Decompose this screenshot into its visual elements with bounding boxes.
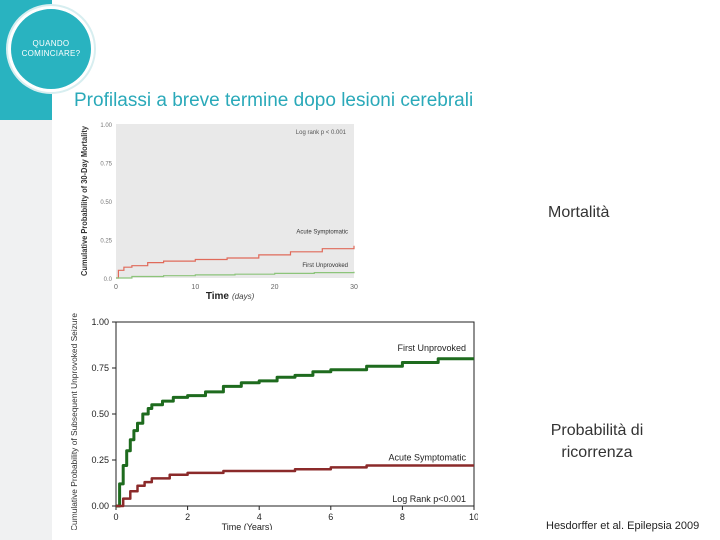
recurrence-chart: 0.00 0.25 0.50 0.75 1.00 0 2 4 6 8 10 Cumulative Pr… (66, 306, 479, 532)
series-label: First Unprovoked (302, 263, 348, 269)
series-line-acute-symptomatic (116, 464, 474, 508)
mortality-chart-svg: 0.0 0.25 0.50 0.75 1.00 0 10 20 30 Cumulative Pro… (79, 123, 358, 302)
x-tick-label: 6 (328, 512, 333, 522)
y-tick-label: 0.50 (100, 200, 112, 206)
log-rank-annotation: Log Rank p<0.001 (392, 494, 466, 504)
x-tick-label: 30 (350, 284, 358, 291)
section-badge: QUANDO COMINCIARE? (8, 6, 94, 92)
log-rank-annotation: Log rank p < 0.001 (296, 130, 347, 136)
recurrence-label: Probabilità di ricorrenza (550, 422, 644, 461)
x-tick-label: 10 (469, 512, 478, 522)
x-tick-label: 20 (271, 284, 279, 291)
slide-title: Profilassi a breve termine dopo lesioni … (74, 90, 474, 111)
y-tick-label: 0.75 (91, 363, 109, 373)
series-label: First Unprovoked (397, 343, 466, 353)
y-tick-label: 1.00 (91, 317, 109, 327)
y-axis-label: Cumulative Probability of 30-Day Mortali… (79, 126, 89, 276)
badge-text: QUANDO COMINCIARE? (21, 39, 81, 58)
series-line-first-unprovoked (116, 271, 355, 279)
y-axis-label: Cumulative Probability of Subsequent Unp… (69, 313, 79, 530)
x-tick-label: 8 (400, 512, 405, 522)
y-tick-label: 0.25 (100, 239, 112, 245)
mortality-label: Mortalità (548, 204, 610, 221)
x-tick-label: 0 (113, 512, 118, 522)
series-label: Acute Symptomatic (296, 230, 348, 236)
y-tick-label: 1.00 (100, 123, 112, 129)
x-axis-label: Time (Years) (222, 522, 273, 530)
y-tick-label: 0.50 (91, 409, 109, 419)
x-axis-label: Time (206, 291, 230, 302)
x-tick-label: 0 (114, 284, 118, 291)
x-tick-label: 4 (257, 512, 262, 522)
x-tick-label: 2 (185, 512, 190, 522)
mortality-chart: 0.0 0.25 0.50 0.75 1.00 0 10 20 30 Cumulative Pro… (70, 118, 360, 302)
recurrence-chart-svg: 0.00 0.25 0.50 0.75 1.00 0 2 4 6 8 10 Cumulative Pr… (69, 313, 479, 532)
plot-area (116, 124, 354, 278)
y-tick-label: 0.00 (91, 501, 109, 511)
series-line-acute-symptomatic (116, 245, 355, 279)
x-axis-unit: (days) (232, 292, 255, 301)
left-margin-strip (0, 120, 52, 540)
reference-citation: Hesdorffer et al. Epilepsia 2009 (546, 520, 700, 532)
y-tick-label: 0.75 (100, 162, 112, 168)
series-label: Acute Symptomatic (388, 453, 466, 463)
x-tick-label: 10 (191, 284, 199, 291)
y-tick-label: 0.25 (91, 455, 109, 465)
series-line-first-unprovoked (116, 357, 474, 508)
y-tick-label: 0.0 (104, 277, 113, 283)
